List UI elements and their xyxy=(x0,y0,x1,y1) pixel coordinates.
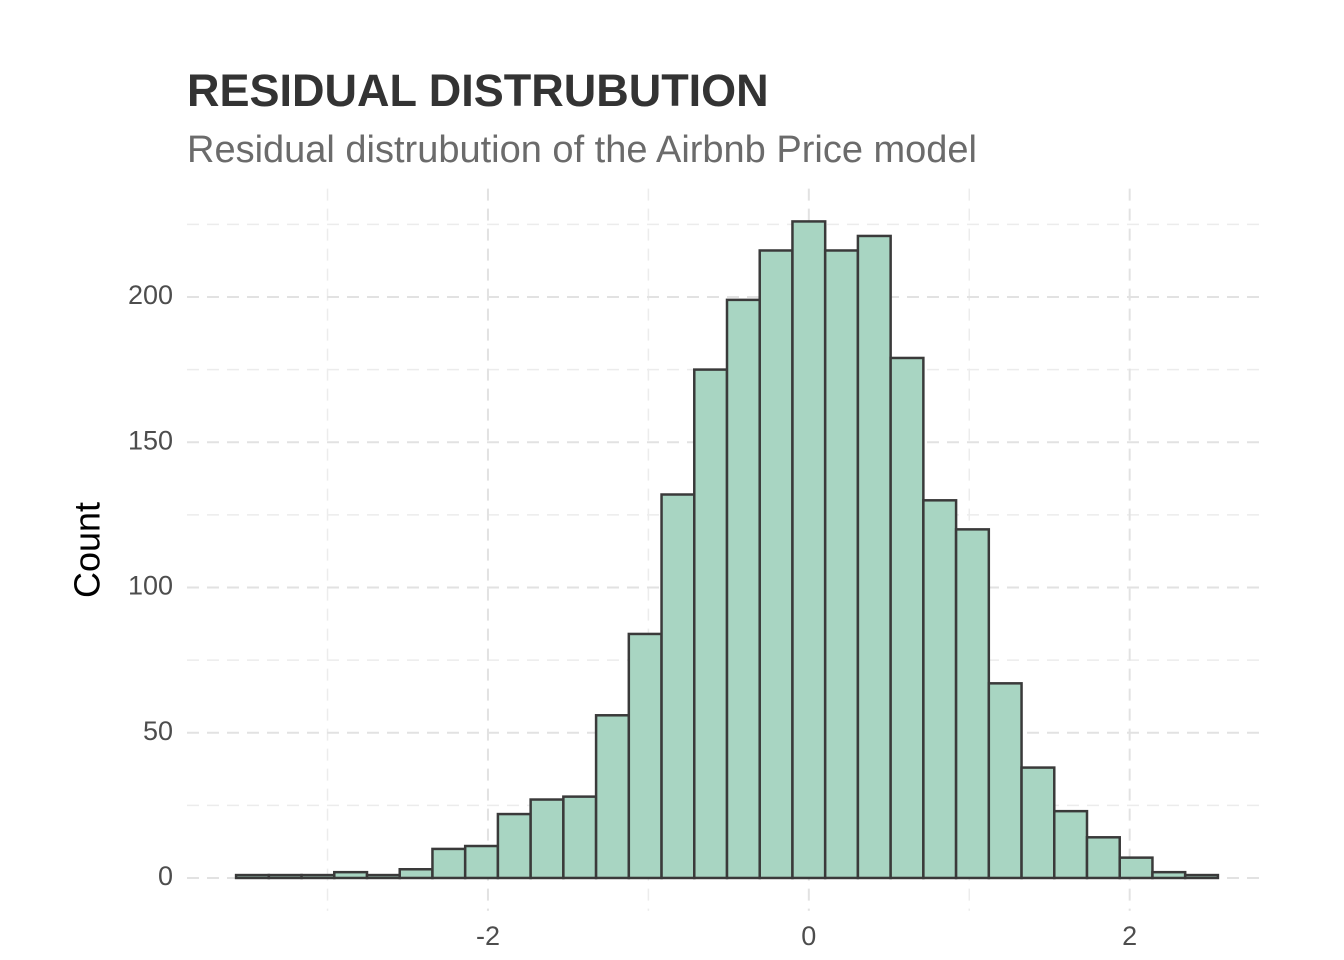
bar xyxy=(529,798,565,880)
bar xyxy=(365,873,401,880)
bar xyxy=(1151,870,1187,880)
bar xyxy=(1183,873,1220,880)
bar xyxy=(1020,766,1056,880)
y-tick-label: 50 xyxy=(143,716,173,746)
bar xyxy=(758,249,794,880)
bar xyxy=(627,632,663,880)
bar xyxy=(889,356,925,880)
bar xyxy=(1118,856,1154,880)
y-tick-label: 200 xyxy=(128,280,173,310)
y-tick-label: 100 xyxy=(128,571,173,601)
bar xyxy=(954,528,991,880)
chart-subtitle: Residual distrubution of the Airbnb Pric… xyxy=(187,129,977,171)
bar xyxy=(791,220,827,880)
bar xyxy=(922,499,958,880)
bar xyxy=(693,368,729,880)
x-tick-label: 0 xyxy=(801,921,816,951)
bar xyxy=(594,714,631,880)
bar xyxy=(496,812,532,880)
bar xyxy=(398,868,434,880)
x-tick-label: -2 xyxy=(476,921,500,951)
bar xyxy=(562,795,598,880)
y-tick-label: 150 xyxy=(128,425,173,455)
bar xyxy=(660,493,696,880)
bar xyxy=(856,234,892,880)
x-tick-label: 2 xyxy=(1122,921,1137,951)
bar xyxy=(823,249,860,880)
bar xyxy=(431,847,467,880)
bar xyxy=(234,873,271,880)
y-tick-label: 0 xyxy=(158,861,173,891)
bar xyxy=(463,844,500,880)
y-axis-label: Count xyxy=(67,502,108,598)
bar xyxy=(300,873,336,880)
bar xyxy=(725,298,761,880)
bar xyxy=(267,873,303,880)
bar xyxy=(333,870,369,880)
bar xyxy=(1085,836,1121,880)
bar xyxy=(987,682,1023,880)
chart-title: RESIDUAL DISTRUBUTION xyxy=(187,65,769,116)
bar xyxy=(1053,809,1089,880)
